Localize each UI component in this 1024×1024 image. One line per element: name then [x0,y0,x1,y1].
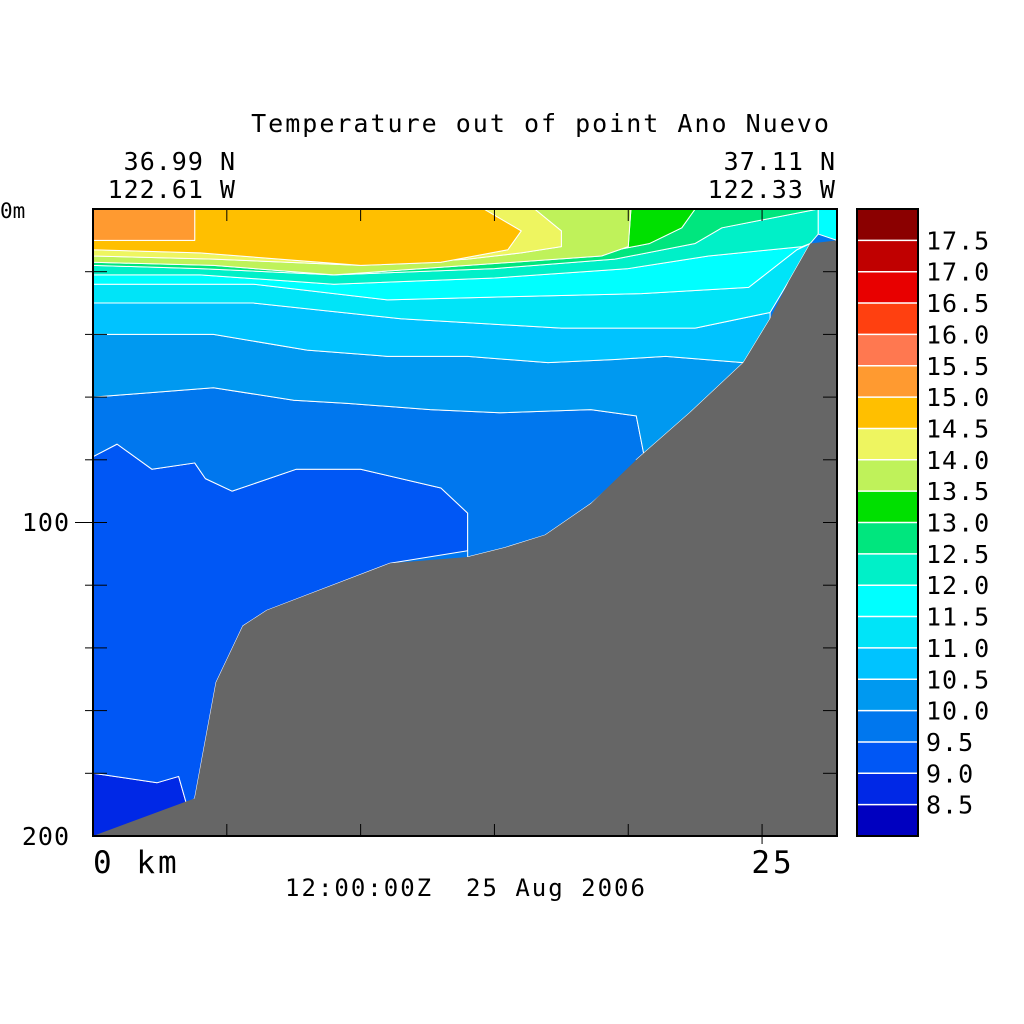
right-longitude: 122.33 W [708,175,836,204]
colorbar-level-label: 12.5 [926,540,990,569]
temperature-zone [92,208,196,241]
colorbar-swatch [857,804,918,837]
temperature-zones [92,208,838,837]
plot-area [75,208,838,844]
right-latitude: 37.11 N [724,147,836,176]
colorbar-swatch [857,741,918,774]
colorbar-swatch [857,710,918,743]
colorbar-swatch [857,303,918,335]
x-axis-start-label: 0 km [93,845,180,881]
colorbar: 17.5 17.016.516.0 15.515.014.5 14.013.5 13.0… [856,208,990,837]
colorbar-level-label: 8.5 [926,791,974,820]
colorbar-frame [856,208,919,837]
y-tick-label-200: 200 [22,822,70,851]
y-tick-label-100: 100 [22,508,70,537]
colorbar-swatch [857,240,918,273]
x-axis-ticks [226,209,763,844]
colorbar-level-label: 16.0 [926,320,990,349]
colorbar-swatch [857,522,918,555]
colorbar-swatch [857,616,918,649]
colorbar-level-label: 17.5 [926,226,990,255]
colorbar-swatch [857,397,918,429]
left-latitude: 36.99 N [124,147,236,176]
colorbar-swatch [857,647,918,680]
colorbar-level-label: 10.0 [926,697,990,726]
colorbar-level-label: 17.0 [926,258,990,287]
colorbar-level-label: 9.5 [926,728,974,757]
colorbar-level-label: 10.5 [926,665,990,694]
colorbar-swatch [857,428,918,461]
plot-frame [92,208,838,837]
colorbar-swatch [857,491,918,523]
y-axis-top-label: 0m [0,199,25,223]
colorbar-level-label: 14.5 [926,414,990,443]
colorbar-level-label: 14.0 [926,446,990,475]
x-axis-end-label: 25 [751,845,794,881]
colorbar-level-label: 9.0 [926,759,974,788]
colorbar-level-label: 11.0 [926,634,990,663]
left-longitude: 122.61 W [108,175,236,204]
colorbar-swatch [857,209,918,241]
colorbar-level-label: 12.0 [926,571,990,600]
colorbar-level-label: 16.5 [926,289,990,318]
colorbar-level-label: 11.5 [926,603,990,632]
colorbar-swatch [857,334,918,367]
colorbar-swatch [857,271,918,304]
colorbar-swatch [857,365,918,398]
colorbar-swatch [857,585,918,618]
colorbar-level-label: 13.0 [926,509,990,538]
seafloor-bathymetry [93,240,837,837]
colorbar-swatch [857,459,918,492]
colorbar-swatch [857,773,918,806]
colorbar-level-label: 15.5 [926,352,990,381]
timestamp: 12:00:00Z 25 Aug 2006 [285,874,647,902]
colorbar-swatch [857,553,918,586]
colorbar-level-label: 15.0 [926,383,990,412]
colorbar-level-label: 13.5 [926,477,990,506]
chart-title: Temperature out of point Ano Nuevo [251,109,831,138]
y-axis-ticks [75,271,837,774]
colorbar-swatch [857,679,918,712]
